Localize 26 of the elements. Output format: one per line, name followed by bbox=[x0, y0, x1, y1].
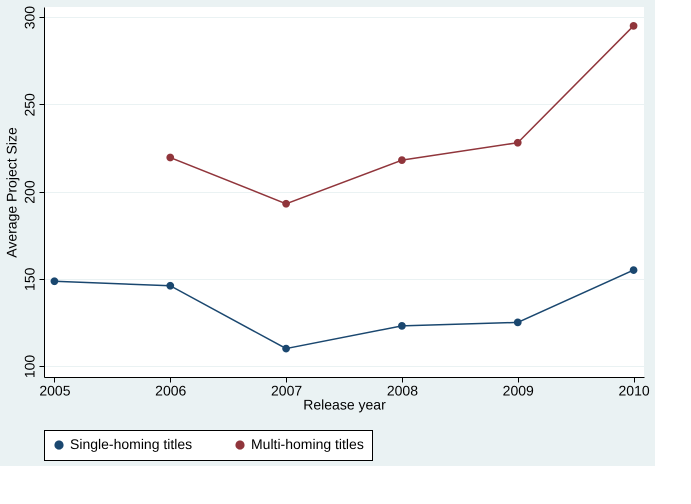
legend-label: Single-homing titles bbox=[70, 436, 192, 452]
y-tick-label: 100 bbox=[22, 354, 38, 378]
x-axis-title: Release year bbox=[303, 396, 386, 412]
x-tick-label: 2007 bbox=[271, 382, 302, 398]
x-tick-label: 2009 bbox=[502, 382, 534, 398]
point bbox=[166, 282, 174, 290]
y-tick-label: 200 bbox=[22, 180, 38, 204]
x-tick-label: 2008 bbox=[386, 382, 418, 398]
y-axis-title: Average Project Size bbox=[4, 127, 20, 258]
point bbox=[398, 322, 406, 330]
point bbox=[166, 154, 174, 162]
x-tick-label: 2005 bbox=[39, 382, 71, 398]
point bbox=[514, 318, 522, 326]
x-tick-label: 2010 bbox=[618, 382, 650, 398]
y-tick-label: 250 bbox=[22, 92, 38, 117]
point bbox=[630, 266, 638, 274]
point bbox=[630, 22, 638, 30]
point bbox=[282, 344, 290, 352]
y-tick-label: 300 bbox=[22, 6, 38, 30]
point bbox=[282, 200, 290, 208]
point bbox=[50, 277, 58, 286]
legend-label: Multi-homing titles bbox=[251, 436, 364, 452]
x-tick-label: 2006 bbox=[155, 382, 187, 398]
point bbox=[514, 138, 522, 147]
y-tick-label: 150 bbox=[22, 267, 38, 291]
point bbox=[398, 156, 406, 164]
